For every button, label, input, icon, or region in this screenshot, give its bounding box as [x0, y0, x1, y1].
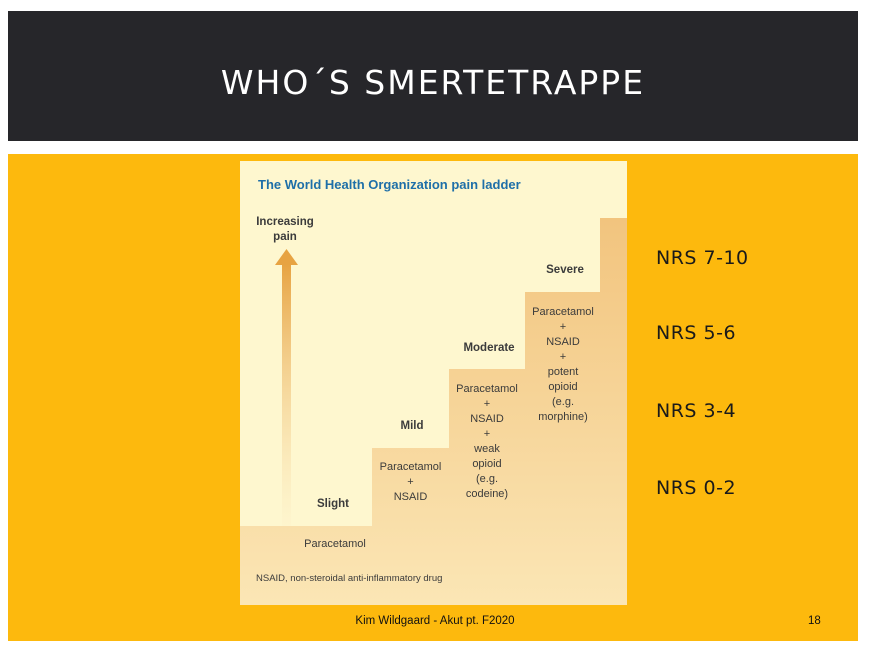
ladder-footnote: NSAID, non-steroidal anti-inflammatory d…	[256, 573, 443, 584]
step-severe-drugs: Paracetamol + NSAID + potent opioid (e.g…	[532, 306, 594, 423]
ladder-graphic	[240, 218, 627, 605]
step-slight-label: Slight	[317, 498, 349, 510]
slide-footer: Kim Wildgaard - Akut pt. F2020	[355, 615, 515, 627]
step-moderate-drugs: Paracetamol + NSAID + weak opioid (e.g. …	[456, 383, 518, 500]
step-slight-drug: Paracetamol	[304, 538, 366, 550]
nrs-slight: NRS 0-2	[656, 477, 737, 499]
ladder-title: The World Health Organization pain ladde…	[258, 177, 521, 192]
title-bar: WHO´S SMERTETRAPPE	[8, 11, 858, 141]
nrs-severe: NRS 7-10	[656, 247, 749, 269]
step-severe-label: Severe	[546, 264, 584, 276]
page-number: 18	[808, 615, 821, 627]
pain-ladder-figure: The World Health Organization pain ladde…	[240, 161, 627, 605]
slide-title: WHO´S SMERTETRAPPE	[220, 62, 646, 102]
nrs-mild: NRS 3-4	[656, 400, 737, 422]
increasing-pain-arrow-shaft	[282, 264, 291, 526]
nrs-moderate: NRS 5-6	[656, 322, 737, 344]
increasing-pain-label: Increasing pain	[256, 216, 314, 243]
increasing-pain-arrow-head	[275, 249, 298, 265]
step-mild-label: Mild	[400, 420, 424, 432]
step-mild-drugs: Paracetamol + NSAID	[379, 461, 442, 503]
ladder-steps	[240, 218, 627, 605]
step-moderate-label: Moderate	[463, 342, 515, 354]
